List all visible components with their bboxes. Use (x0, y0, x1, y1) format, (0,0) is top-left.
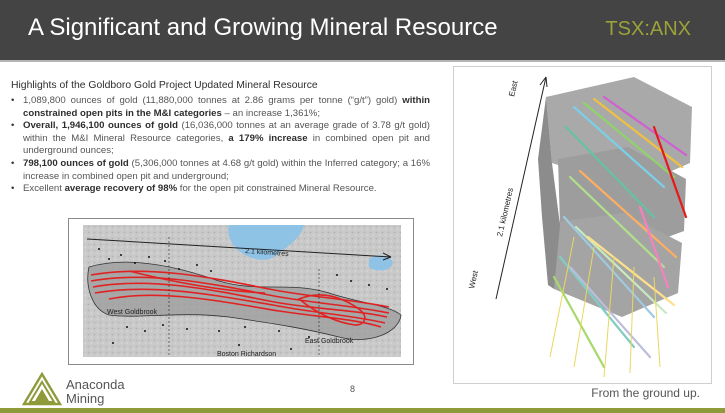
area-label-west: West Goldbrook (107, 309, 158, 316)
bullet-text: Excellent (23, 183, 65, 195)
area-label-boston: Boston Richardson (217, 351, 276, 358)
bullet-item: 1,089,800 ounces of gold (11,880,000 ton… (11, 95, 430, 120)
label-east: East (507, 79, 520, 97)
scale-label: 2.1 kilometres (245, 248, 289, 258)
scale-line (86, 238, 392, 258)
bullet-text: for the open pit constrained Mineral Res… (177, 183, 377, 195)
distance-line (495, 76, 547, 300)
bullet-text-bold: a 179% increase (228, 132, 308, 144)
distance-arrow (539, 76, 548, 88)
slide-title: A Significant and Growing Mineral Resour… (28, 14, 498, 41)
drill-collars (98, 248, 388, 350)
bullet-text-bold: 798,100 ounces of gold (23, 157, 129, 169)
highlights-list: 1,089,800 ounces of gold (11,880,000 ton… (11, 95, 430, 196)
bullet-text-bold: within constrained open pits in the M&I … (23, 95, 430, 119)
block-model-graphic: East 2.1 kilometres West (454, 67, 711, 383)
bullet-item: Excellent average recovery of 98% for th… (11, 183, 430, 196)
highlights-heading: Highlights of the Goldboro Gold Project … (11, 80, 318, 91)
bullet-text: 1,089,800 ounces of gold (11,880,000 ton… (23, 95, 403, 106)
header-divider (0, 60, 725, 62)
bullet-text: in combined open pit and underground oun… (23, 132, 431, 157)
drill-traces (549, 236, 661, 378)
ticker-symbol: TSX:ANX (605, 18, 691, 40)
vein-solids (552, 95, 688, 369)
header-bar: A Significant and Growing Mineral Resour… (0, 0, 725, 60)
page-number: 8 (350, 384, 356, 394)
company-name-line1: Anaconda (66, 377, 125, 392)
scale-arrow (382, 252, 392, 261)
area-label-east: East Goldbrook (305, 338, 354, 345)
bullet-item: Overall, 1,946,100 ounces of gold (16,03… (11, 120, 430, 158)
bullet-text: (16,036,000 tonnes at an average grade o… (23, 120, 430, 144)
label-west: West (467, 269, 480, 289)
highlights-section: Highlights of the Goldboro Gold Project … (11, 80, 430, 196)
plan-map: 2.1 kilometres West Goldbrook East Goldb… (68, 218, 414, 365)
bullet-text: (5,306,000 tonnes at 4.68 g/t gold) with… (23, 157, 430, 182)
vein-traces (90, 270, 390, 328)
bullet-text-bold: average recovery of 98% (64, 183, 178, 195)
tagline: From the ground up. (591, 386, 700, 400)
block-model-view: East 2.1 kilometres West (453, 66, 712, 384)
block-model-solids (538, 77, 692, 317)
bullet-text: – an increase 1,361%; (221, 107, 320, 119)
footer-accent-bar (0, 408, 725, 413)
bullet-text-bold: Overall, 1,946,100 ounces of gold (23, 120, 178, 132)
company-name-line2: Mining (66, 391, 105, 406)
bullet-item: 798,100 ounces of gold (5,306,000 tonnes… (11, 158, 430, 183)
plan-map-graphic: 2.1 kilometres West Goldbrook East Goldb… (69, 219, 413, 364)
anaconda-logo-icon (22, 372, 62, 406)
lake-shape (228, 225, 304, 260)
pond-shape (369, 255, 393, 271)
